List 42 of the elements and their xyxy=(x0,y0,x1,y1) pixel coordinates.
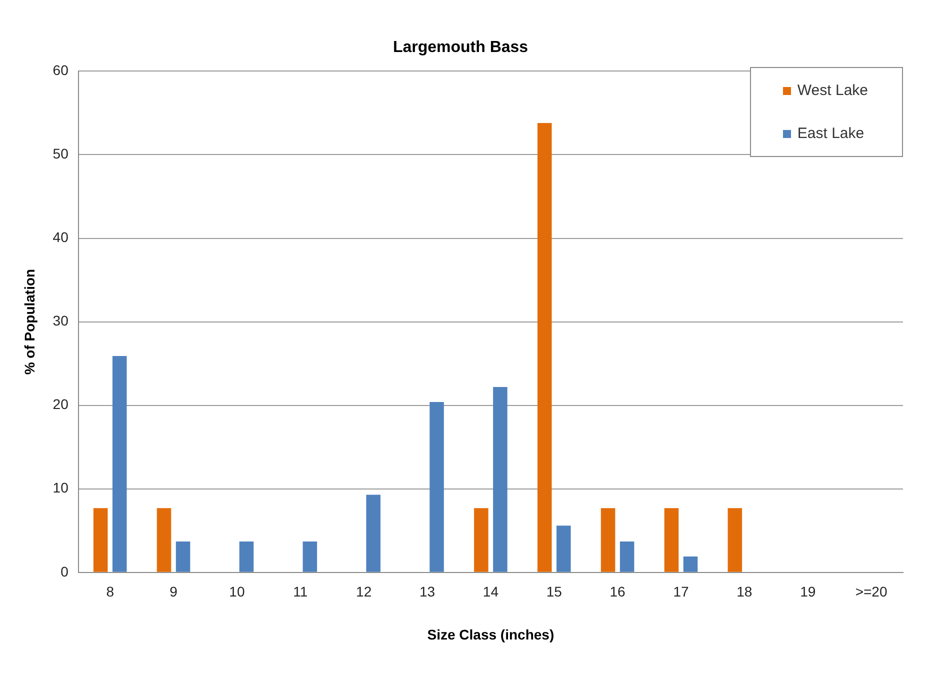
x-tick-label: 14 xyxy=(482,584,499,600)
bar xyxy=(112,356,127,572)
bar xyxy=(600,508,616,572)
chart-title: Largemouth Bass xyxy=(392,39,528,56)
x-tick-label: 18 xyxy=(736,584,752,600)
bar xyxy=(239,541,254,572)
y-tick-label: 0 xyxy=(60,563,69,580)
bar xyxy=(156,508,172,572)
x-tick-label: 9 xyxy=(170,584,178,600)
bar xyxy=(620,541,634,572)
x-tick-label: 15 xyxy=(546,584,562,600)
bar xyxy=(493,386,508,572)
bar xyxy=(430,402,444,572)
bar xyxy=(302,541,318,572)
y-tick-label: 60 xyxy=(52,62,69,78)
x-tick-label: 8 xyxy=(106,584,114,600)
y-axis-title: % of Population xyxy=(21,268,38,375)
x-tick-label: 12 xyxy=(356,584,372,600)
y-tick-label: 50 xyxy=(52,146,69,162)
bar xyxy=(474,508,488,572)
bar xyxy=(556,526,571,572)
legend-label: East Lake xyxy=(797,125,864,142)
legend-label: West Lake xyxy=(797,82,868,100)
y-tick-label: 10 xyxy=(52,480,69,496)
bar xyxy=(176,541,190,572)
bar xyxy=(728,508,742,572)
x-tick-label: 19 xyxy=(800,584,816,600)
bar xyxy=(93,508,108,572)
bar xyxy=(537,122,552,572)
bar xyxy=(366,494,380,572)
x-tick-label: >=20 xyxy=(855,584,888,600)
bar xyxy=(664,508,679,572)
y-tick-label: 20 xyxy=(52,396,69,412)
x-tick-label: 10 xyxy=(229,584,245,600)
x-tick-label: 11 xyxy=(293,584,308,600)
x-tick-label: 16 xyxy=(610,584,626,600)
y-tick-label: 40 xyxy=(52,229,69,246)
x-axis-title: Size Class (inches) xyxy=(427,626,554,642)
x-tick-label: 17 xyxy=(673,584,689,600)
bar xyxy=(683,556,698,572)
y-tick-label: 30 xyxy=(52,312,69,329)
x-tick-label: 13 xyxy=(419,584,436,600)
